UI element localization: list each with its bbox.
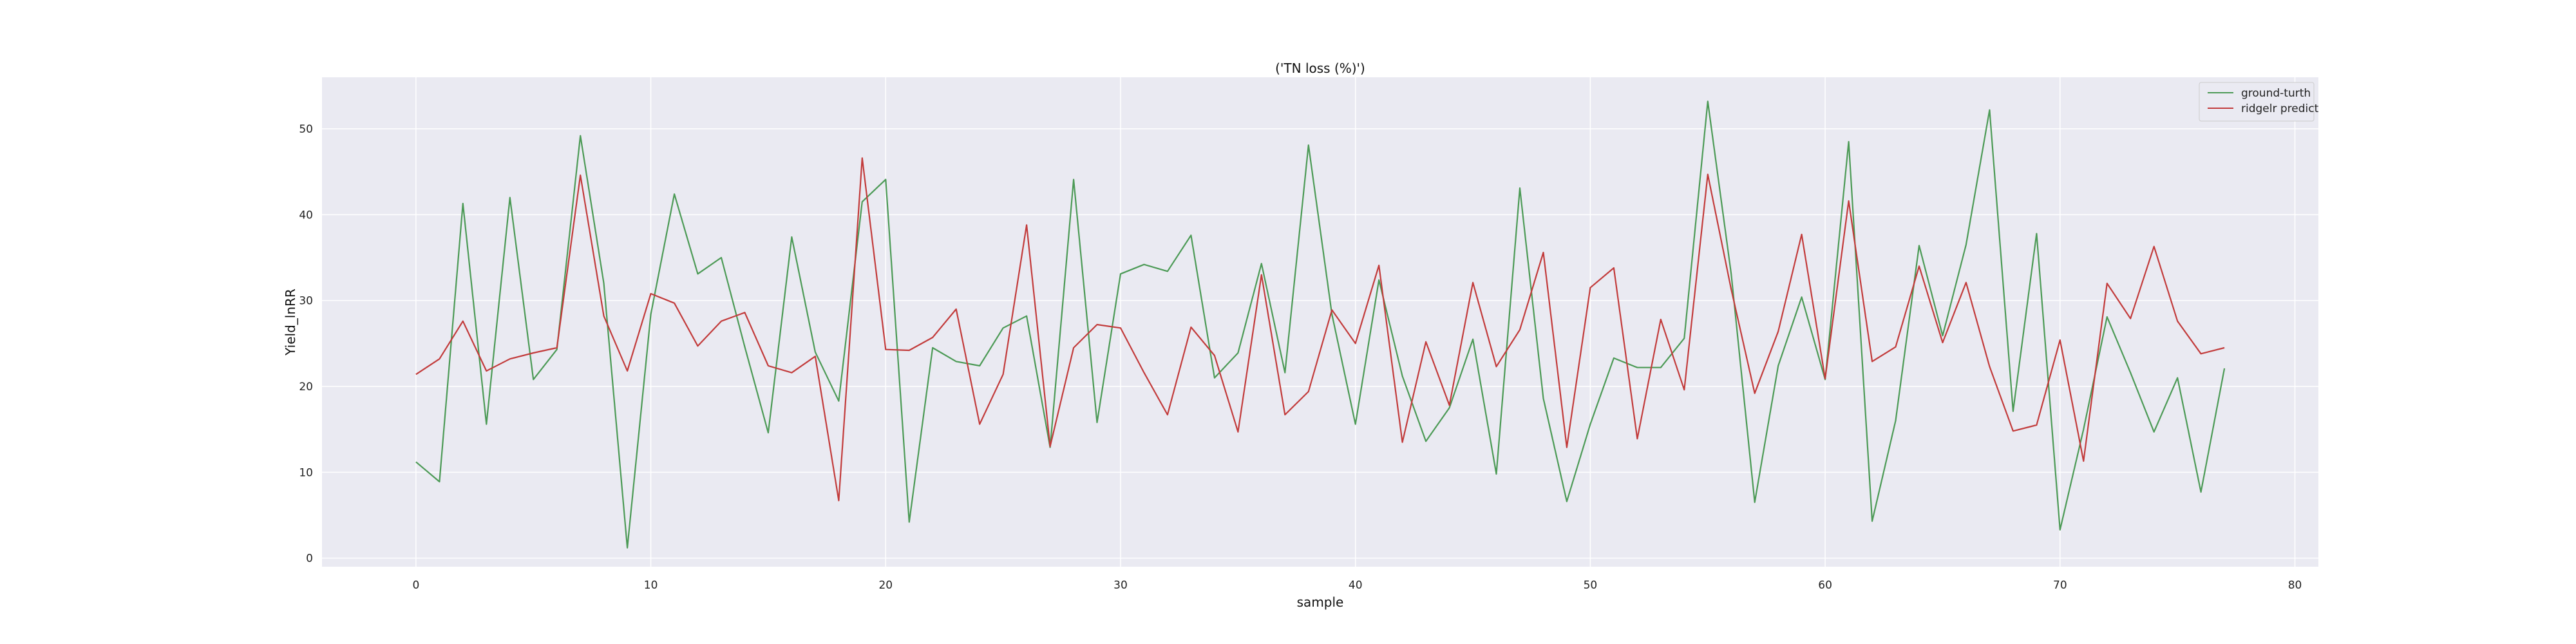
y-tick-label: 10: [299, 466, 313, 479]
series-layer: [415, 100, 2226, 549]
y-tick-label: 20: [299, 381, 313, 393]
grid-lines: [322, 77, 2318, 567]
x-tick-label: 60: [1818, 579, 1832, 592]
x-tick-label: 50: [1584, 579, 1598, 592]
legend-label-ground-turth: ground-turth: [2241, 87, 2311, 100]
x-tick-label: 70: [2053, 579, 2067, 592]
chart-title: ('TN loss (%)'): [1275, 61, 1365, 76]
x-axis-title: sample: [1297, 594, 1344, 610]
x-tick-label: 0: [412, 579, 419, 592]
y-tick-label: 0: [306, 553, 313, 565]
x-tick-label: 80: [2288, 579, 2302, 592]
series-line-ridgelr-predict: [415, 157, 2225, 502]
y-tick-label: 50: [299, 123, 313, 136]
x-tick-label: 20: [878, 579, 893, 592]
y-axis-title: Yield_lnRR: [283, 289, 298, 356]
x-tick-label: 10: [644, 579, 658, 592]
y-tick-label: 40: [299, 209, 313, 222]
legend: ground-turth ridgelr predict: [2199, 82, 2319, 122]
series-line-ground-turth: [415, 100, 2226, 549]
x-tick-label: 40: [1349, 579, 1363, 592]
legend-label-ridgelr-predict: ridgelr predict: [2241, 102, 2319, 115]
x-tick-labels: 0 10 20 30 40 50 60 70 80: [412, 579, 2302, 592]
x-tick-label: 30: [1113, 579, 1128, 592]
plot-background: [322, 77, 2318, 567]
y-tick-labels: 0 10 20 30 40 50: [299, 123, 313, 565]
y-tick-label: 30: [299, 295, 313, 308]
